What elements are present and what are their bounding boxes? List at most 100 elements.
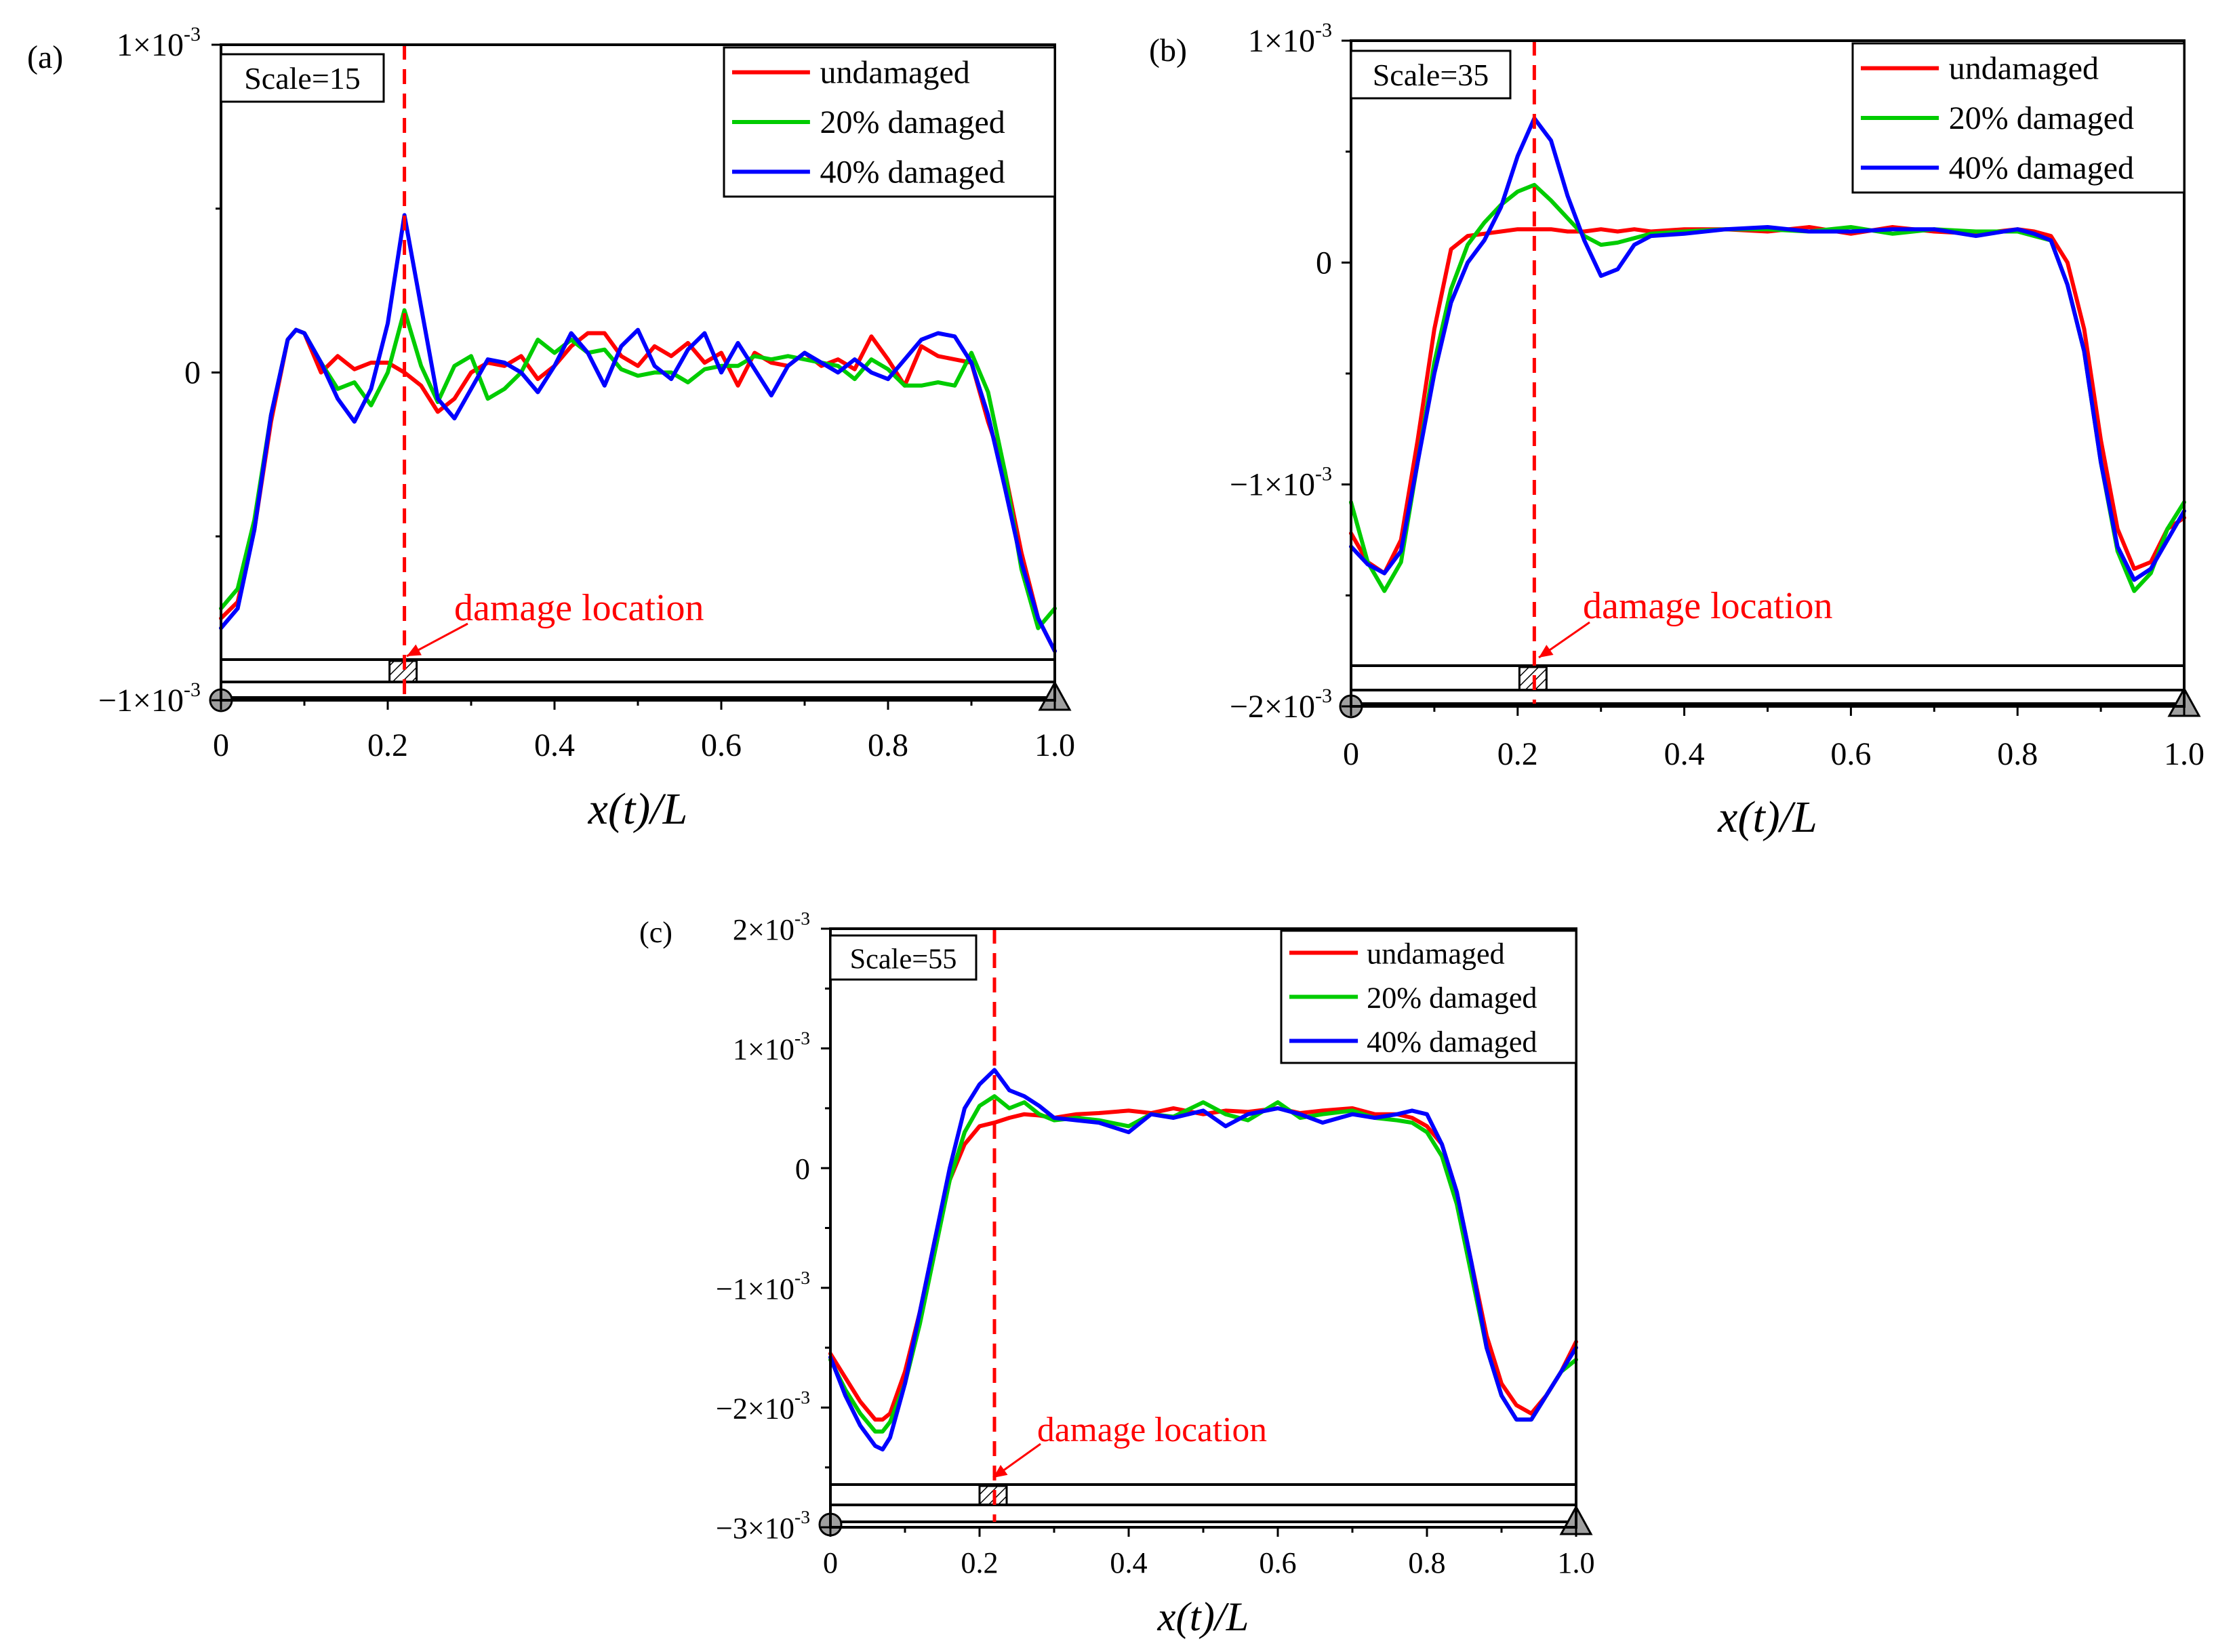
y-tick-mantissa: −1×10 bbox=[98, 683, 184, 719]
series-line-40pct-damaged bbox=[219, 213, 1057, 653]
x-tick-label: 1.0 bbox=[1034, 727, 1075, 763]
damage-arrow-head-icon bbox=[407, 644, 422, 656]
x-tick-label: 0.4 bbox=[1110, 1546, 1147, 1579]
damage-location-label: damage location bbox=[1583, 585, 1833, 627]
beam-lower bbox=[829, 1504, 1577, 1523]
y-tick-label: −1×10-3 bbox=[98, 679, 201, 719]
beam-diagram bbox=[818, 1483, 1593, 1537]
x-tick-label: 0.8 bbox=[868, 727, 908, 763]
y-tick-label: 2×10-3 bbox=[733, 908, 810, 946]
legend-label: 20% damaged bbox=[1367, 982, 1537, 1015]
scale-label: Scale=55 bbox=[850, 944, 957, 975]
series-line-20pct-damaged bbox=[828, 1094, 1578, 1434]
beam-diagram bbox=[209, 658, 1072, 712]
x-tick-label: 1.0 bbox=[2164, 736, 2204, 772]
x-tick-label: 1.0 bbox=[1557, 1546, 1594, 1579]
y-tick-label: 0 bbox=[184, 355, 201, 391]
x-tick-label: 0 bbox=[1343, 736, 1359, 772]
y-tick-label: 0 bbox=[795, 1152, 810, 1186]
y-tick-mantissa: 1×10 bbox=[733, 1033, 794, 1066]
y-tick-exponent: -3 bbox=[184, 679, 201, 701]
y-tick-exponent: -3 bbox=[794, 1028, 810, 1049]
y-tick-exponent: -3 bbox=[1315, 19, 1332, 41]
y-tick-label: −1×10-3 bbox=[716, 1267, 810, 1306]
y-tick-mantissa: −1×10 bbox=[1230, 467, 1315, 503]
y-tick-mantissa: −2×10 bbox=[1230, 689, 1315, 725]
scale-label: Scale=15 bbox=[244, 61, 361, 96]
x-tick-label: 0.6 bbox=[1259, 1546, 1296, 1579]
x-tick-label: 0.2 bbox=[1497, 736, 1538, 772]
chart-panel-b: 0 0.2 0.4 0.6 0.8 1.01×10-30−1×10-3−2×10-3x(t… bbox=[1149, 19, 2204, 842]
y-tick-mantissa: 0 bbox=[795, 1152, 810, 1186]
legend-label: undamaged bbox=[1367, 938, 1505, 971]
y-tick-label: 1×10-3 bbox=[117, 23, 201, 63]
x-axis-title: x(t)/L bbox=[1157, 1594, 1249, 1640]
panel-label: (c) bbox=[639, 916, 672, 949]
x-tick-label: 0.2 bbox=[961, 1546, 998, 1579]
scale-box bbox=[1350, 49, 1512, 100]
scale-label: Scale=35 bbox=[1373, 58, 1489, 92]
panel-label: (a) bbox=[27, 39, 63, 75]
y-tick-exponent: -3 bbox=[1315, 463, 1332, 485]
beam-lower bbox=[220, 681, 1056, 699]
damage-arrow-head-icon bbox=[993, 1465, 1008, 1478]
y-tick-label: −1×10-3 bbox=[1230, 463, 1332, 503]
y-tick-exponent: -3 bbox=[794, 1506, 810, 1527]
chart-panel-a: 0 0.2 0.4 0.6 0.8 1.01×10-30−1×10-3x(t)/L(a)S… bbox=[27, 23, 1075, 834]
x-tick-label: 0 bbox=[823, 1546, 838, 1579]
x-tick-label: 0.8 bbox=[1997, 736, 2038, 772]
y-tick-mantissa: 1×10 bbox=[1248, 23, 1315, 59]
legend-label: 20% damaged bbox=[820, 104, 1005, 140]
x-tick-label: 0.6 bbox=[1830, 736, 1871, 772]
series-line-undamaged bbox=[1349, 225, 2186, 576]
y-tick-exponent: -3 bbox=[794, 908, 810, 929]
legend-label: 20% damaged bbox=[1949, 100, 2134, 136]
x-tick-label: 0.4 bbox=[1664, 736, 1705, 772]
y-tick-exponent: -3 bbox=[1315, 685, 1332, 707]
beam-upper bbox=[1350, 664, 2186, 691]
legend-label: 40% damaged bbox=[820, 154, 1005, 190]
y-tick-label: 0 bbox=[1316, 245, 1332, 281]
x-tick-label: 0.8 bbox=[1408, 1546, 1445, 1579]
series-line-undamaged bbox=[828, 1106, 1578, 1422]
y-tick-mantissa: 0 bbox=[1316, 245, 1332, 281]
y-tick-exponent: -3 bbox=[184, 23, 201, 45]
y-tick-mantissa: 1×10 bbox=[117, 27, 184, 63]
scale-box bbox=[220, 53, 385, 103]
x-tick-label: 0.2 bbox=[367, 727, 408, 763]
y-tick-mantissa: 2×10 bbox=[733, 913, 794, 946]
beam-upper bbox=[220, 658, 1056, 683]
y-tick-mantissa: 0 bbox=[184, 355, 201, 391]
x-tick-label: 0.4 bbox=[534, 727, 575, 763]
series-line-40pct-damaged bbox=[1349, 116, 2186, 582]
beam-upper bbox=[829, 1483, 1577, 1506]
y-tick-label: −2×10-3 bbox=[716, 1386, 810, 1425]
y-tick-exponent: -3 bbox=[794, 1267, 810, 1288]
y-tick-mantissa: −3×10 bbox=[716, 1512, 794, 1545]
series-line-20pct-damaged bbox=[219, 308, 1057, 630]
legend-label: undamaged bbox=[1949, 51, 2099, 87]
scale-box bbox=[829, 934, 978, 981]
legend-label: 40% damaged bbox=[1367, 1026, 1537, 1059]
x-axis-title: x(t)/L bbox=[588, 784, 688, 834]
legend-label: undamaged bbox=[820, 55, 970, 91]
legend-label: 40% damaged bbox=[1949, 150, 2134, 186]
beam-lower bbox=[1350, 689, 2186, 705]
damage-location-label: damage location bbox=[1037, 1411, 1267, 1449]
y-tick-mantissa: −1×10 bbox=[716, 1272, 794, 1306]
y-tick-mantissa: −2×10 bbox=[716, 1392, 794, 1425]
panel-label: (b) bbox=[1149, 33, 1187, 68]
beam-diagram bbox=[1339, 664, 2201, 719]
damage-arrow-head-icon bbox=[1539, 645, 1554, 658]
y-tick-label: 1×10-3 bbox=[733, 1028, 810, 1066]
y-tick-exponent: -3 bbox=[794, 1386, 810, 1407]
y-tick-label: 1×10-3 bbox=[1248, 19, 1332, 59]
x-axis-title: x(t)/L bbox=[1717, 792, 1817, 842]
chart-panel-c: 0 0.2 0.4 0.6 0.8 1.02×10-31×10-30−1×10-3−2×1… bbox=[639, 908, 1595, 1640]
series-line-undamaged bbox=[219, 327, 1057, 653]
y-tick-label: −2×10-3 bbox=[1230, 685, 1332, 725]
y-tick-label: −3×10-3 bbox=[716, 1506, 810, 1545]
x-tick-label: 0 bbox=[213, 727, 229, 763]
damage-location-label: damage location bbox=[454, 587, 704, 629]
